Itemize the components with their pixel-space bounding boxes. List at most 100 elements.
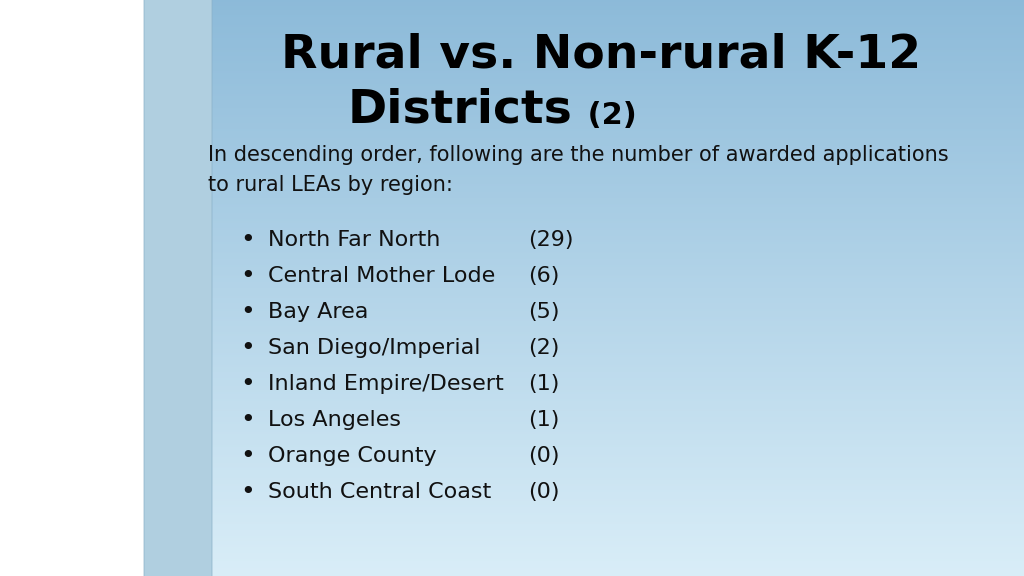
Text: (1): (1) [528,410,559,430]
Bar [178,411,1024,413]
Bar [178,351,1024,353]
Bar [178,171,1024,173]
Bar [178,564,1024,566]
Bar [178,265,1024,267]
Bar [178,261,1024,263]
Bar [178,242,1024,244]
Bar [178,186,1024,188]
Bar [178,547,1024,549]
Text: Bay Area: Bay Area [268,302,369,322]
Bar [178,330,1024,332]
Bar [178,369,1024,370]
Bar [178,323,1024,324]
Bar [178,305,1024,307]
Bar [178,319,1024,321]
Bar [178,79,1024,81]
Bar [178,413,1024,415]
Bar [178,146,1024,148]
Bar [178,35,1024,36]
Bar [178,230,1024,232]
Bar [178,574,1024,576]
Text: (29): (29) [528,230,573,250]
Bar [178,532,1024,534]
Bar [178,12,1024,13]
Bar [178,169,1024,171]
Bar [178,438,1024,439]
Bar [178,355,1024,357]
Bar [178,246,1024,248]
Bar [178,29,1024,31]
Bar [178,520,1024,522]
Bar [178,524,1024,526]
Bar [178,234,1024,236]
Bar [178,85,1024,86]
Bar [178,98,1024,100]
Bar [178,248,1024,249]
Bar [0,0,178,576]
Bar [178,0,1024,2]
Bar [178,48,1024,50]
Bar [178,282,1024,284]
Bar [178,123,1024,125]
Bar [178,555,1024,557]
Bar [178,560,1024,563]
Bar [178,252,1024,253]
Bar [178,491,1024,494]
Bar [178,298,1024,300]
Bar [178,439,1024,442]
Bar [178,528,1024,530]
Bar [178,27,1024,29]
Text: (2): (2) [528,338,559,358]
Bar [178,324,1024,327]
Bar [178,188,1024,190]
Bar [178,444,1024,445]
Bar [178,449,1024,451]
Bar [178,137,1024,138]
Bar [178,455,1024,457]
Text: •: • [241,480,255,504]
Bar [178,514,1024,517]
Bar [178,378,1024,380]
Bar [178,113,1024,115]
Bar [178,311,1024,313]
Bar [178,56,1024,58]
Bar [178,39,1024,40]
Bar [178,52,1024,54]
Bar [178,94,1024,96]
Bar [178,157,1024,160]
Bar [178,430,1024,432]
Bar [178,175,1024,177]
Bar [178,148,1024,150]
Bar [178,459,1024,461]
Bar [178,317,1024,319]
Bar [178,434,1024,436]
Bar [178,313,1024,315]
Bar [178,232,1024,234]
Bar [178,54,1024,56]
Bar [178,219,1024,221]
Bar [178,465,1024,467]
Bar [178,65,1024,67]
Bar [178,346,1024,347]
Bar [178,31,1024,33]
Text: (0): (0) [528,482,559,502]
Bar [178,405,1024,407]
Bar [178,445,1024,448]
Bar [178,347,1024,350]
Bar [178,121,1024,123]
Text: (1): (1) [528,374,559,394]
Bar [178,2,1024,4]
Bar [178,69,1024,71]
Bar [178,58,1024,59]
Bar [178,238,1024,240]
Bar [178,292,1024,294]
Bar [178,463,1024,465]
Bar [178,505,1024,507]
Text: (6): (6) [528,266,559,286]
Bar [178,382,1024,384]
Bar [178,215,1024,217]
Bar [178,71,1024,73]
Bar [178,244,1024,246]
Bar [178,25,1024,27]
Bar [178,7,1024,10]
